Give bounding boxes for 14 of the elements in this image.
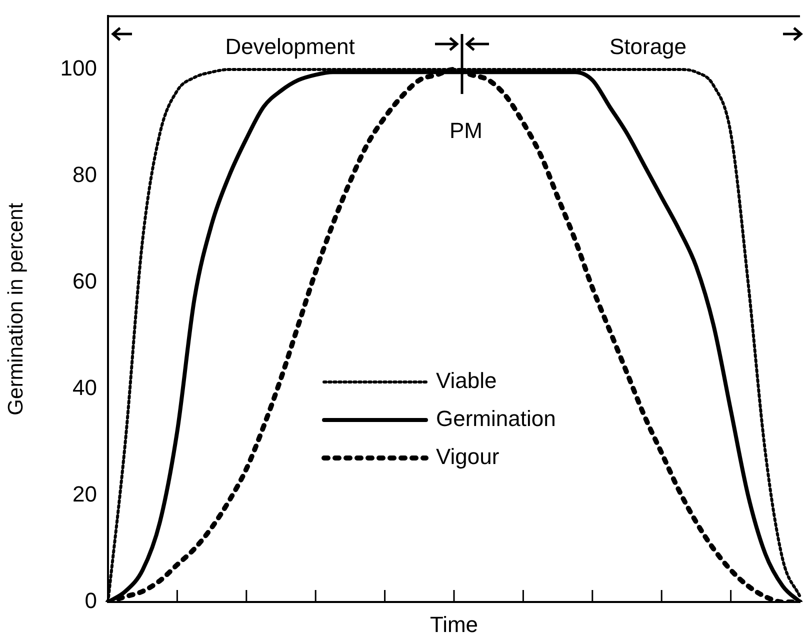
annotation: Storage bbox=[609, 34, 687, 60]
y-tick-label: 20 bbox=[72, 482, 97, 507]
legend-label: Vigour bbox=[436, 444, 500, 470]
y-tick-label: 100 bbox=[60, 56, 97, 81]
legend-label: Germination bbox=[436, 406, 556, 432]
annotation: Development bbox=[225, 34, 355, 60]
y-axis-title: Germination in percent bbox=[4, 202, 28, 416]
annotation: PM bbox=[450, 118, 482, 144]
legend-label: Viable bbox=[436, 368, 497, 394]
y-tick-label: 40 bbox=[72, 375, 97, 400]
y-tick-label: 60 bbox=[72, 268, 97, 294]
x-axis-title: Time bbox=[430, 612, 478, 637]
y-tick-label: 80 bbox=[72, 162, 97, 188]
y-tick-label: 0 bbox=[84, 588, 97, 614]
